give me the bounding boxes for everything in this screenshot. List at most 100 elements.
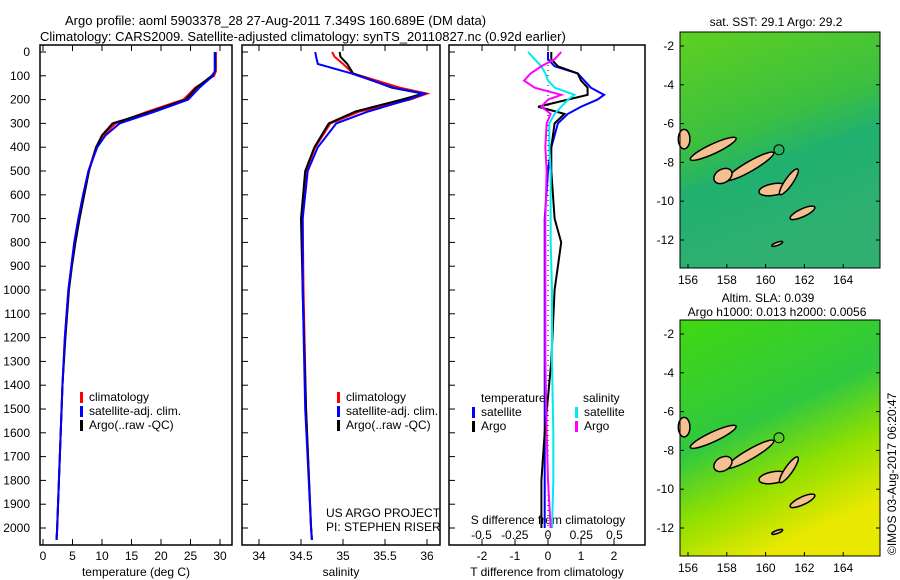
temperature-diff-legend-item: satellite (481, 405, 522, 419)
sla-map-island (770, 528, 784, 536)
project-label: US ARGO PROJECT (326, 506, 441, 520)
depth-tick-label: 900 (10, 259, 30, 273)
sst-map-x-tick-label: 156 (678, 273, 698, 287)
salinity-diff-legend-swatch (575, 421, 578, 432)
temperature-axis-label: 30 (213, 549, 227, 563)
sst-map-y-tick-label: -12 (657, 233, 675, 247)
temperature-legend-swatch (80, 392, 83, 403)
sst-map-y-tick-label: -2 (663, 39, 674, 53)
sst-map-y-tick-label: -4 (663, 78, 674, 92)
difference-panel (448, 44, 646, 546)
temperature-panel (39, 44, 233, 546)
sla-map-y-tick-label: -8 (663, 443, 674, 457)
depth-tick-label: 600 (10, 188, 30, 202)
sla-map-island (677, 416, 691, 438)
temperature-legend-item: climatology (89, 390, 149, 404)
temperature-legend-swatch (80, 420, 83, 431)
salinity-axis-label: 36 (420, 549, 434, 563)
temperature-legend-item: Argo(..raw -QC) (89, 418, 174, 432)
t-difference-axis-label: -2 (477, 549, 488, 563)
sst-map-island (689, 136, 737, 162)
temperature-line-climatology (55, 52, 217, 540)
depth-tick-label: 1800 (3, 473, 30, 487)
sla-map-island (789, 493, 816, 509)
depth-tick-label: 2000 (3, 521, 30, 535)
s-difference-tick-label: 0.25 (570, 528, 594, 542)
sst-map-x-tick-label: 164 (833, 273, 853, 287)
depth-tick-label: 1600 (3, 426, 30, 440)
s-difference-tick-label: -0.5 (471, 528, 492, 542)
salinity-line-climatology (301, 51, 431, 540)
salinity-diff-legend-swatch (575, 407, 578, 418)
temperature-legend-item: satellite-adj. clim. (89, 404, 181, 418)
depth-tick-label: 1200 (3, 331, 30, 345)
depth-tick-label: 800 (10, 235, 30, 249)
depth-tick-label: 1500 (3, 402, 30, 416)
depth-tick-label: 100 (10, 69, 30, 83)
salinity-axis-label: 34.5 (289, 549, 313, 563)
sla-map-title: Altim. SLA: 0.039 (722, 291, 815, 305)
salinity-legend-swatch (337, 420, 340, 431)
salinity-diff-legend-item: satellite (584, 405, 625, 419)
depth-tick-label: 1000 (3, 283, 30, 297)
sst-map-x-tick-label: 160 (756, 273, 776, 287)
sst-map-y-tick-label: -10 (657, 194, 675, 208)
difference-line-s-satellite (527, 51, 577, 529)
salinity-legend-swatch (337, 406, 340, 417)
depth-tick-label: 1700 (3, 450, 30, 464)
salinity-line-satellite-adj. (301, 51, 429, 540)
t-difference-axis-label: 0 (545, 549, 552, 563)
salinity-legend-item: Argo(..raw -QC) (346, 418, 431, 432)
sla-map-island (689, 424, 737, 450)
sst-map-title: sat. SST: 29.1 Argo: 29.2 (710, 15, 843, 29)
sla-map-x-tick-label: 164 (833, 561, 853, 575)
salinity-legend-item: satellite-adj. clim. (346, 404, 438, 418)
salinity-axis-label: 34 (252, 549, 266, 563)
sst-map-frame (679, 31, 881, 269)
salinity-axis-label: 35.5 (373, 549, 397, 563)
depth-tick-label: 200 (10, 93, 30, 107)
sla-map-y-tick-label: -6 (663, 405, 674, 419)
sla-map-subtitle: Argo h1000: 0.013 h2000: 0.0056 (688, 305, 867, 319)
temperature-axis-label: 5 (69, 549, 76, 563)
sst-map-x-tick-label: 162 (794, 273, 814, 287)
sst-map-island (789, 205, 816, 221)
pi-label: PI: STEPHEN RISER (326, 520, 441, 534)
title-line1: Argo profile: aoml 5903378_28 27-Aug-201… (65, 13, 487, 28)
temperature-line-Argo (55, 52, 217, 540)
s-difference-tick-label: 0.5 (606, 528, 623, 542)
temperature-legend-swatch (80, 406, 83, 417)
title-line2: Climatology: CARS2009. Satellite-adjuste… (40, 29, 566, 44)
sla-map-x-tick-label: 158 (717, 561, 737, 575)
sla-map-y-tick-label: -12 (657, 521, 675, 535)
depth-tick-label: 1300 (3, 354, 30, 368)
sla-map-y-tick-label: -10 (657, 482, 675, 496)
salinity-legend-swatch (337, 392, 340, 403)
sla-map-island (713, 455, 733, 473)
sla-map-x-tick-label: 160 (756, 561, 776, 575)
sla-map-x-tick-label: 156 (678, 561, 698, 575)
credit-text: ©IMOS 03-Aug-2017 06:20:47 (885, 392, 899, 555)
salinity-diff-legend-item: Argo (584, 419, 610, 433)
sla-map-x-tick-label: 162 (794, 561, 814, 575)
t-difference-axis-label: -1 (510, 549, 521, 563)
depth-tick-label: 500 (10, 164, 30, 178)
depth-tick-label: 1400 (3, 378, 30, 392)
sla-map-y-tick-label: -2 (663, 327, 674, 341)
temperature-diff-legend-swatch (472, 407, 475, 418)
sst-map-argo-location-marker (773, 144, 785, 156)
temperature-axis-label: 20 (154, 549, 168, 563)
sst-map-y-tick-label: -6 (663, 117, 674, 131)
sla-map-argo-location-marker (773, 432, 785, 444)
sla-map-frame (679, 319, 881, 557)
t-difference-axis-title: T difference from climatology (470, 565, 624, 579)
depth-tick-label: 0 (23, 45, 30, 59)
salinity-legend-item: climatology (346, 390, 406, 404)
temperature-diff-legend-item: Argo (481, 419, 507, 433)
temperature-axis-label: 10 (95, 549, 109, 563)
legend-temperature-heading: temperature (481, 391, 546, 405)
temperature-line-satellite-adj. (55, 52, 216, 540)
salinity-line-Argo (299, 51, 424, 540)
